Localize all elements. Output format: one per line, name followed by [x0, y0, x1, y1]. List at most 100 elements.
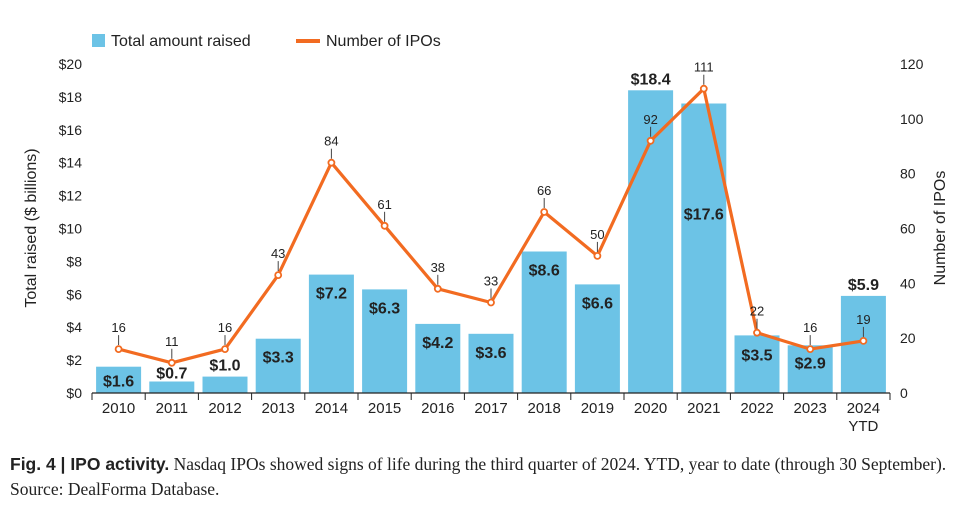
legend-label-line: Number of IPOs: [326, 33, 441, 50]
ipo-count-marker-11: [699, 84, 708, 93]
bar-7: [468, 333, 514, 393]
y-tick-label-7: $14: [59, 155, 83, 171]
legend-label-bar: Total amount raised: [111, 33, 251, 50]
bar-value-label-10: $18.4: [631, 71, 671, 88]
y-tick-label-9: $18: [59, 89, 83, 105]
figure-caption: Fig. 4 | IPO activity. Nasdaq IPOs showe…: [10, 452, 950, 502]
x-tick-label-4: 2014: [315, 400, 348, 417]
ipo-count-label-12: 22: [750, 304, 764, 319]
y2-tick-label-6: 120: [900, 56, 924, 72]
ipo-count-label-8: 66: [537, 183, 551, 198]
ipo-count-marker-13: [806, 345, 815, 354]
y2-tick-label-1: 20: [900, 330, 916, 346]
caption-text: Nasdaq IPOs showed signs of life during …: [10, 454, 947, 499]
x-tick-label-9: 2019: [581, 400, 614, 417]
bar-value-label-7: $3.6: [475, 345, 506, 362]
y-tick-label-5: $10: [59, 221, 83, 237]
y2-tick-label-2: 40: [900, 275, 916, 291]
y-tick-label-2: $4: [66, 319, 82, 335]
bar-5: [362, 289, 408, 393]
x-tick-label-7: 2017: [474, 400, 507, 417]
ipo-count-marker-9: [593, 251, 602, 260]
ipo-count-marker-1: [167, 358, 176, 367]
bar-9: [574, 284, 620, 393]
bar-value-label-11: $17.6: [684, 207, 724, 224]
bar-6: [415, 323, 461, 393]
ipo-count-label-5: 61: [377, 197, 391, 212]
bar-value-label-12: $3.5: [741, 347, 772, 364]
ipo-count-label-7: 33: [484, 274, 498, 289]
figure-label: Fig. 4 | IPO activity.: [10, 454, 170, 474]
ipo-count-marker-5: [380, 221, 389, 230]
ipo-count-marker-14: [859, 336, 868, 345]
bar-3: [255, 338, 301, 393]
ipo-count-label-0: 16: [111, 320, 125, 335]
ipo-count-marker-4: [327, 158, 336, 167]
ipo-count-marker-6: [433, 284, 442, 293]
ipo-count-marker-2: [221, 345, 229, 354]
x-tick-label-12: 2022: [740, 400, 773, 417]
x-tick-label-0: 2010: [102, 400, 135, 417]
y-tick-label-6: $12: [59, 188, 83, 204]
x-tick-label-14: 2024 YTD: [847, 400, 880, 435]
ipo-count-label-1: 11: [165, 334, 179, 349]
ipo-count-marker-7: [487, 298, 495, 307]
ipo-count-label-10: 92: [643, 112, 657, 127]
bar-value-label-0: $1.6: [103, 374, 134, 391]
bar-13: [787, 345, 833, 393]
y-tick-label-8: $16: [59, 122, 83, 138]
bar-value-label-3: $3.3: [263, 350, 294, 367]
bar-12: [734, 335, 780, 393]
x-tick-label-13: 2023: [794, 400, 827, 417]
y-tick-label-3: $6: [66, 286, 82, 302]
bar-value-label-14: $5.9: [848, 277, 879, 294]
bar-value-label-9: $6.6: [582, 295, 613, 312]
bar-11: [681, 103, 727, 393]
ipo-count-marker-8: [540, 208, 549, 216]
ipo-count-label-6: 38: [431, 260, 445, 275]
x-tick-label-11: 2021: [687, 400, 720, 417]
x-tick-label-8: 2018: [528, 400, 561, 417]
bar-value-label-8: $8.6: [529, 263, 560, 280]
y2-tick-label-0: 0: [900, 385, 908, 401]
bar-value-label-5: $6.3: [369, 300, 400, 317]
y2-tick-label-3: 60: [900, 221, 916, 237]
ipo-count-marker-10: [646, 136, 655, 145]
x-tick-label-1: 2011: [156, 400, 188, 417]
bar-2: [202, 376, 248, 393]
bar-1: [149, 381, 195, 393]
ipo-count-marker-12: [753, 328, 761, 337]
bar-value-label-1: $0.7: [156, 366, 187, 383]
ipo-activity-chart: 2010 2011 2012 2013 2014 2015 2016 2017 2018 2019…: [23, 33, 949, 435]
legend-swatch-bar: [92, 34, 105, 47]
bar-value-label-2: $1.0: [209, 358, 240, 375]
bar-0: [96, 366, 142, 393]
y-tick-label-4: $8: [66, 253, 82, 269]
bar-4: [308, 274, 354, 393]
bar-value-label-13: $2.9: [795, 355, 826, 372]
y2-tick-label-5: 100: [900, 111, 924, 127]
ipo-count-label-14: 19: [856, 312, 870, 327]
bar-8: [521, 251, 567, 393]
x-tick-label-2: 2012: [208, 400, 241, 417]
ipo-count-label-4: 84: [324, 134, 338, 149]
y-tick-label-1: $2: [66, 352, 82, 368]
y-tick-label-10: $20: [59, 56, 83, 72]
ipo-count-label-2: 16: [218, 320, 232, 335]
bar-value-label-6: $4.2: [422, 335, 453, 352]
y2-tick-label-4: 80: [900, 166, 916, 182]
ipo-count-label-9: 50: [590, 227, 604, 242]
ipo-count-label-13: 16: [803, 320, 817, 335]
y-tick-label-0: $0: [66, 385, 82, 401]
x-tick-label-3: 2013: [262, 400, 295, 417]
ipo-count-label-3: 43: [271, 246, 285, 261]
y-axis-label: Total raised ($ billions): [23, 148, 40, 307]
ipo-count-marker-0: [114, 345, 123, 354]
x-tick-label-10: 2020: [634, 400, 667, 417]
x-tick-label-6: 2016: [421, 400, 454, 417]
ipo-count-label-11: 111: [694, 60, 714, 75]
x-tick-label-5: 2015: [368, 400, 401, 417]
ipo-count-marker-3: [274, 271, 283, 280]
y2-axis-label: Number of IPOs: [932, 171, 949, 286]
bar-value-label-4: $7.2: [316, 286, 347, 303]
